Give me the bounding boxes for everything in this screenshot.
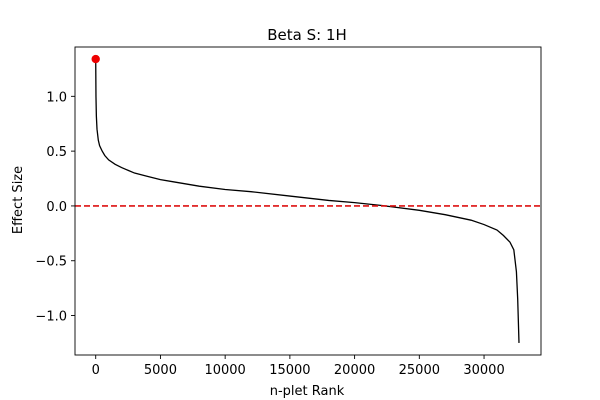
y-tick-label: −0.5 [35,255,67,270]
effect-size-curve [95,59,520,343]
x-tick-label: 10000 [204,363,245,378]
y-tick-label: −1.0 [35,310,67,325]
x-tick-label: 30000 [463,363,504,378]
y-axis-ticks: −1.0 −0.5 0.0 0.5 1.0 [35,90,75,325]
x-tick-label: 5000 [144,363,177,378]
chart-title: Beta S: 1H [267,26,347,44]
y-tick-label: 0.0 [46,200,67,215]
x-tick-label: 15000 [269,363,310,378]
x-axis-ticks: 0 5000 10000 15000 20000 25000 30000 [92,355,505,378]
y-axis-label: Effect Size [11,166,26,234]
y-tick-label: 0.5 [46,145,67,160]
y-tick-label: 1.0 [46,90,67,105]
plot-frame [74,46,542,356]
x-tick-label: 0 [92,363,100,378]
plot-area [75,54,541,343]
x-axis-label: n-plet Rank [270,384,345,399]
x-tick-label: 25000 [399,363,440,378]
x-tick-label: 20000 [334,363,375,378]
top-ranked-point [91,54,100,64]
